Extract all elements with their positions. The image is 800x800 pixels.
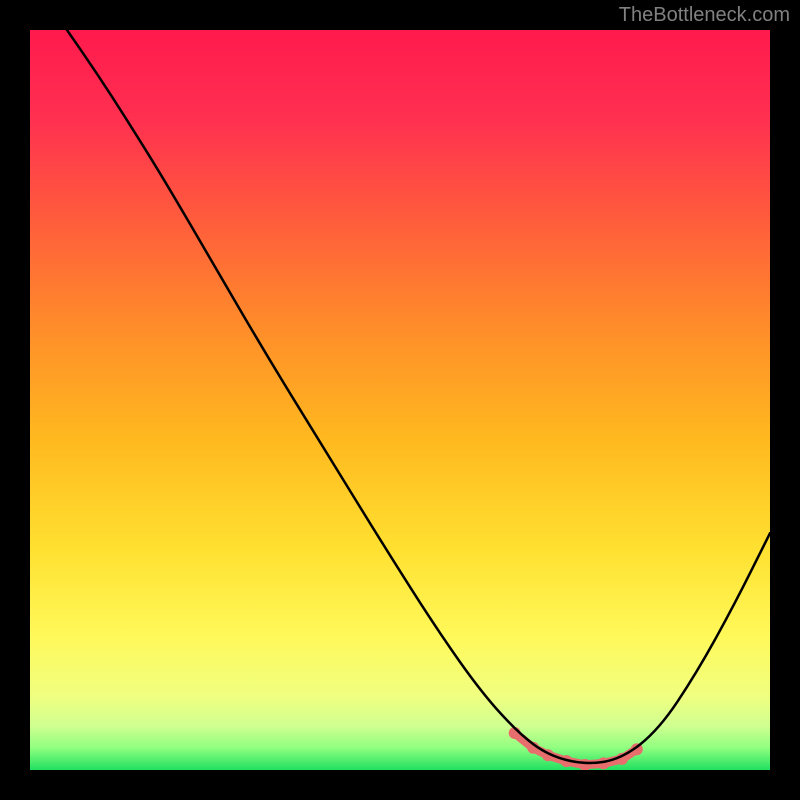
chart-area xyxy=(30,30,770,770)
curve-layer xyxy=(30,30,770,770)
bottleneck-curve xyxy=(67,30,770,763)
watermark-text: TheBottleneck.com xyxy=(619,4,790,27)
